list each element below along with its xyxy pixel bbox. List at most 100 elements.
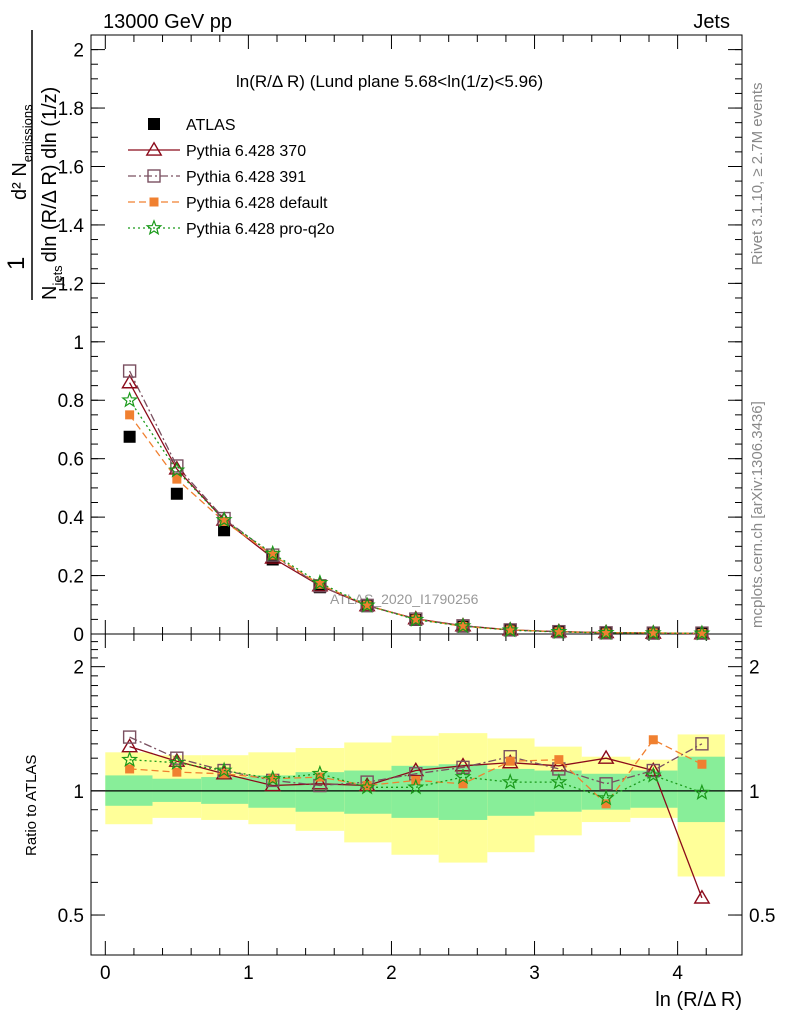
main-point-pq2o: [501, 621, 519, 638]
ratio-point-pdefault: [458, 779, 468, 789]
main-point-pdefault: [172, 474, 182, 484]
ratio-ylabel: Ratio to ATLAS: [23, 755, 40, 856]
ratio-point-pdefault: [172, 767, 182, 777]
main-point-pq2o: [454, 617, 472, 634]
ratio-y-tick-label-right: 1: [749, 782, 760, 803]
main-point-pq2o: [693, 624, 711, 641]
x-tick-label: 0: [100, 963, 111, 984]
main-point-pdefault: [554, 627, 564, 637]
legend-marker-atlas: [148, 118, 160, 130]
ratio-point-pq2o: [597, 789, 615, 806]
main-point-pq2o: [407, 610, 425, 627]
main-point-p370: [121, 374, 139, 389]
ylabel-denominator: Njetsdln (R/Δ R) dln (1/z): [39, 87, 65, 300]
legend-label-p391: Pythia 6.428 391: [186, 169, 306, 186]
mcplots-label: mcplots.cern.ch [arXiv:1306.3436]: [749, 401, 766, 628]
header-right: Jets: [693, 11, 730, 33]
ratio-point-pq2o: [693, 783, 711, 800]
ratio-point-pq2o: [407, 778, 425, 795]
ratio-point-p391: [170, 751, 184, 765]
ratio-panel-series: [121, 730, 711, 904]
ratio-point-pq2o: [358, 778, 376, 795]
ratio-point-p370: [311, 775, 329, 790]
main-y-tick-label: 0.4: [58, 508, 85, 529]
main-point-pdefault: [268, 550, 278, 560]
ratio-y-tick-label: 1: [73, 782, 84, 803]
main-point-pdefault: [505, 625, 515, 635]
ratio-point-p391: [695, 737, 709, 751]
ratio-point-p391: [456, 760, 470, 775]
main-point-p391: [313, 579, 327, 593]
legend-label-pq2o: Pythia 6.428 pro-q2o: [186, 221, 335, 238]
main-y-tick-label: 2: [73, 41, 84, 62]
main-y-tick-label: 1.2: [58, 274, 84, 295]
main-point-pdefault: [648, 628, 658, 638]
main-point-p391: [170, 459, 184, 473]
main-title: ln(R/Δ R) (Lund plane 5.68<ln(1/z)<5.96): [236, 72, 543, 91]
ratio-y-tick-label-right: 0.5: [749, 906, 775, 927]
main-y-tick-label: 0.8: [58, 391, 84, 412]
ratio-point-pq2o: [454, 768, 472, 785]
ratio-y-tick-label-right: 2: [749, 658, 760, 679]
main-y-tick-label: 0: [73, 625, 84, 646]
ratio-point-p370: [693, 889, 711, 904]
ratio-point-pdefault: [697, 759, 707, 769]
main-y-tick-label: 0.6: [58, 450, 84, 471]
ratio-point-pq2o: [168, 753, 186, 770]
ratio-point-pdefault: [362, 781, 372, 791]
main-y-tick-label: 1: [73, 333, 84, 354]
ratio-point-pdefault: [505, 756, 515, 766]
x-axis-label: ln (R/Δ R): [655, 989, 742, 1011]
main-point-p391: [122, 364, 137, 378]
legend-marker-pq2o: [145, 219, 163, 236]
main-point-pq2o: [358, 596, 376, 613]
ratio-point-pdefault: [648, 735, 658, 745]
legend-label-atlas: ATLAS: [186, 117, 236, 134]
ratio-point-pq2o: [501, 773, 519, 790]
main-point-pdefault: [458, 621, 468, 631]
legend-label-pdefault: Pythia 6.428 default: [186, 195, 328, 212]
rivet-label: Rivet 3.1.10, ≥ 2.7M events: [749, 83, 766, 266]
legend-marker-p370: [145, 141, 163, 156]
ratio-point-pdefault: [601, 799, 611, 809]
header-left: 13000 GeV pp: [103, 11, 232, 33]
main-point-pdefault: [315, 579, 325, 589]
ratio-panel-axes: 0.5 0.5 1 1 2 2 0 1 2 3 4: [58, 633, 775, 984]
x-tick-label: 2: [386, 963, 397, 984]
legend-label-p370: Pythia 6.428 370: [186, 143, 306, 160]
ratio-line-pq2o: [129, 759, 703, 799]
main-point-pq2o: [215, 511, 233, 528]
ratio-point-pdefault: [268, 774, 278, 784]
main-point-atlas: [123, 430, 136, 443]
ratio-y-tick-label: 0.5: [58, 906, 84, 927]
main-point-pdefault: [601, 628, 611, 638]
ratio-point-pq2o: [644, 766, 662, 783]
x-tick-label: 3: [529, 963, 540, 984]
legend: ATLAS Pythia 6.428 370 Pythia 6.428 391 Pyt…: [128, 117, 335, 238]
main-point-pq2o: [550, 623, 568, 640]
main-point-p391: [266, 548, 280, 562]
main-point-pdefault: [219, 517, 229, 527]
main-y-tick-label: 1.6: [58, 157, 84, 178]
inner-band-bin: [344, 770, 392, 814]
ratio-point-p370: [121, 738, 139, 753]
main-point-pq2o: [264, 544, 282, 561]
main-point-pq2o: [311, 573, 329, 591]
main-point-pq2o: [644, 624, 662, 641]
ratio-point-p370: [597, 749, 615, 764]
ylabel-numerator: d² Nemissions: [9, 104, 35, 200]
ratio-point-p391: [122, 730, 137, 744]
main-panel-axes: 0 0.2 0.4 0.6 0.8 1 1.2 1.4 1.6 1.8 2: [58, 34, 743, 646]
main-point-pq2o: [121, 391, 139, 408]
main-point-pdefault: [411, 614, 421, 624]
ylabel-one: 1: [3, 257, 30, 270]
ratio-point-pq2o: [550, 773, 568, 790]
ratio-point-pq2o: [264, 769, 282, 786]
main-point-pdefault: [697, 628, 707, 638]
ratio-frame: [90, 633, 743, 956]
main-point-pdefault: [125, 410, 135, 420]
ratio-y-tick-label: 2: [73, 658, 84, 679]
main-y-tick-label: 1.4: [58, 216, 85, 237]
main-panel-series: [121, 364, 711, 641]
main-point-atlas: [170, 487, 183, 500]
